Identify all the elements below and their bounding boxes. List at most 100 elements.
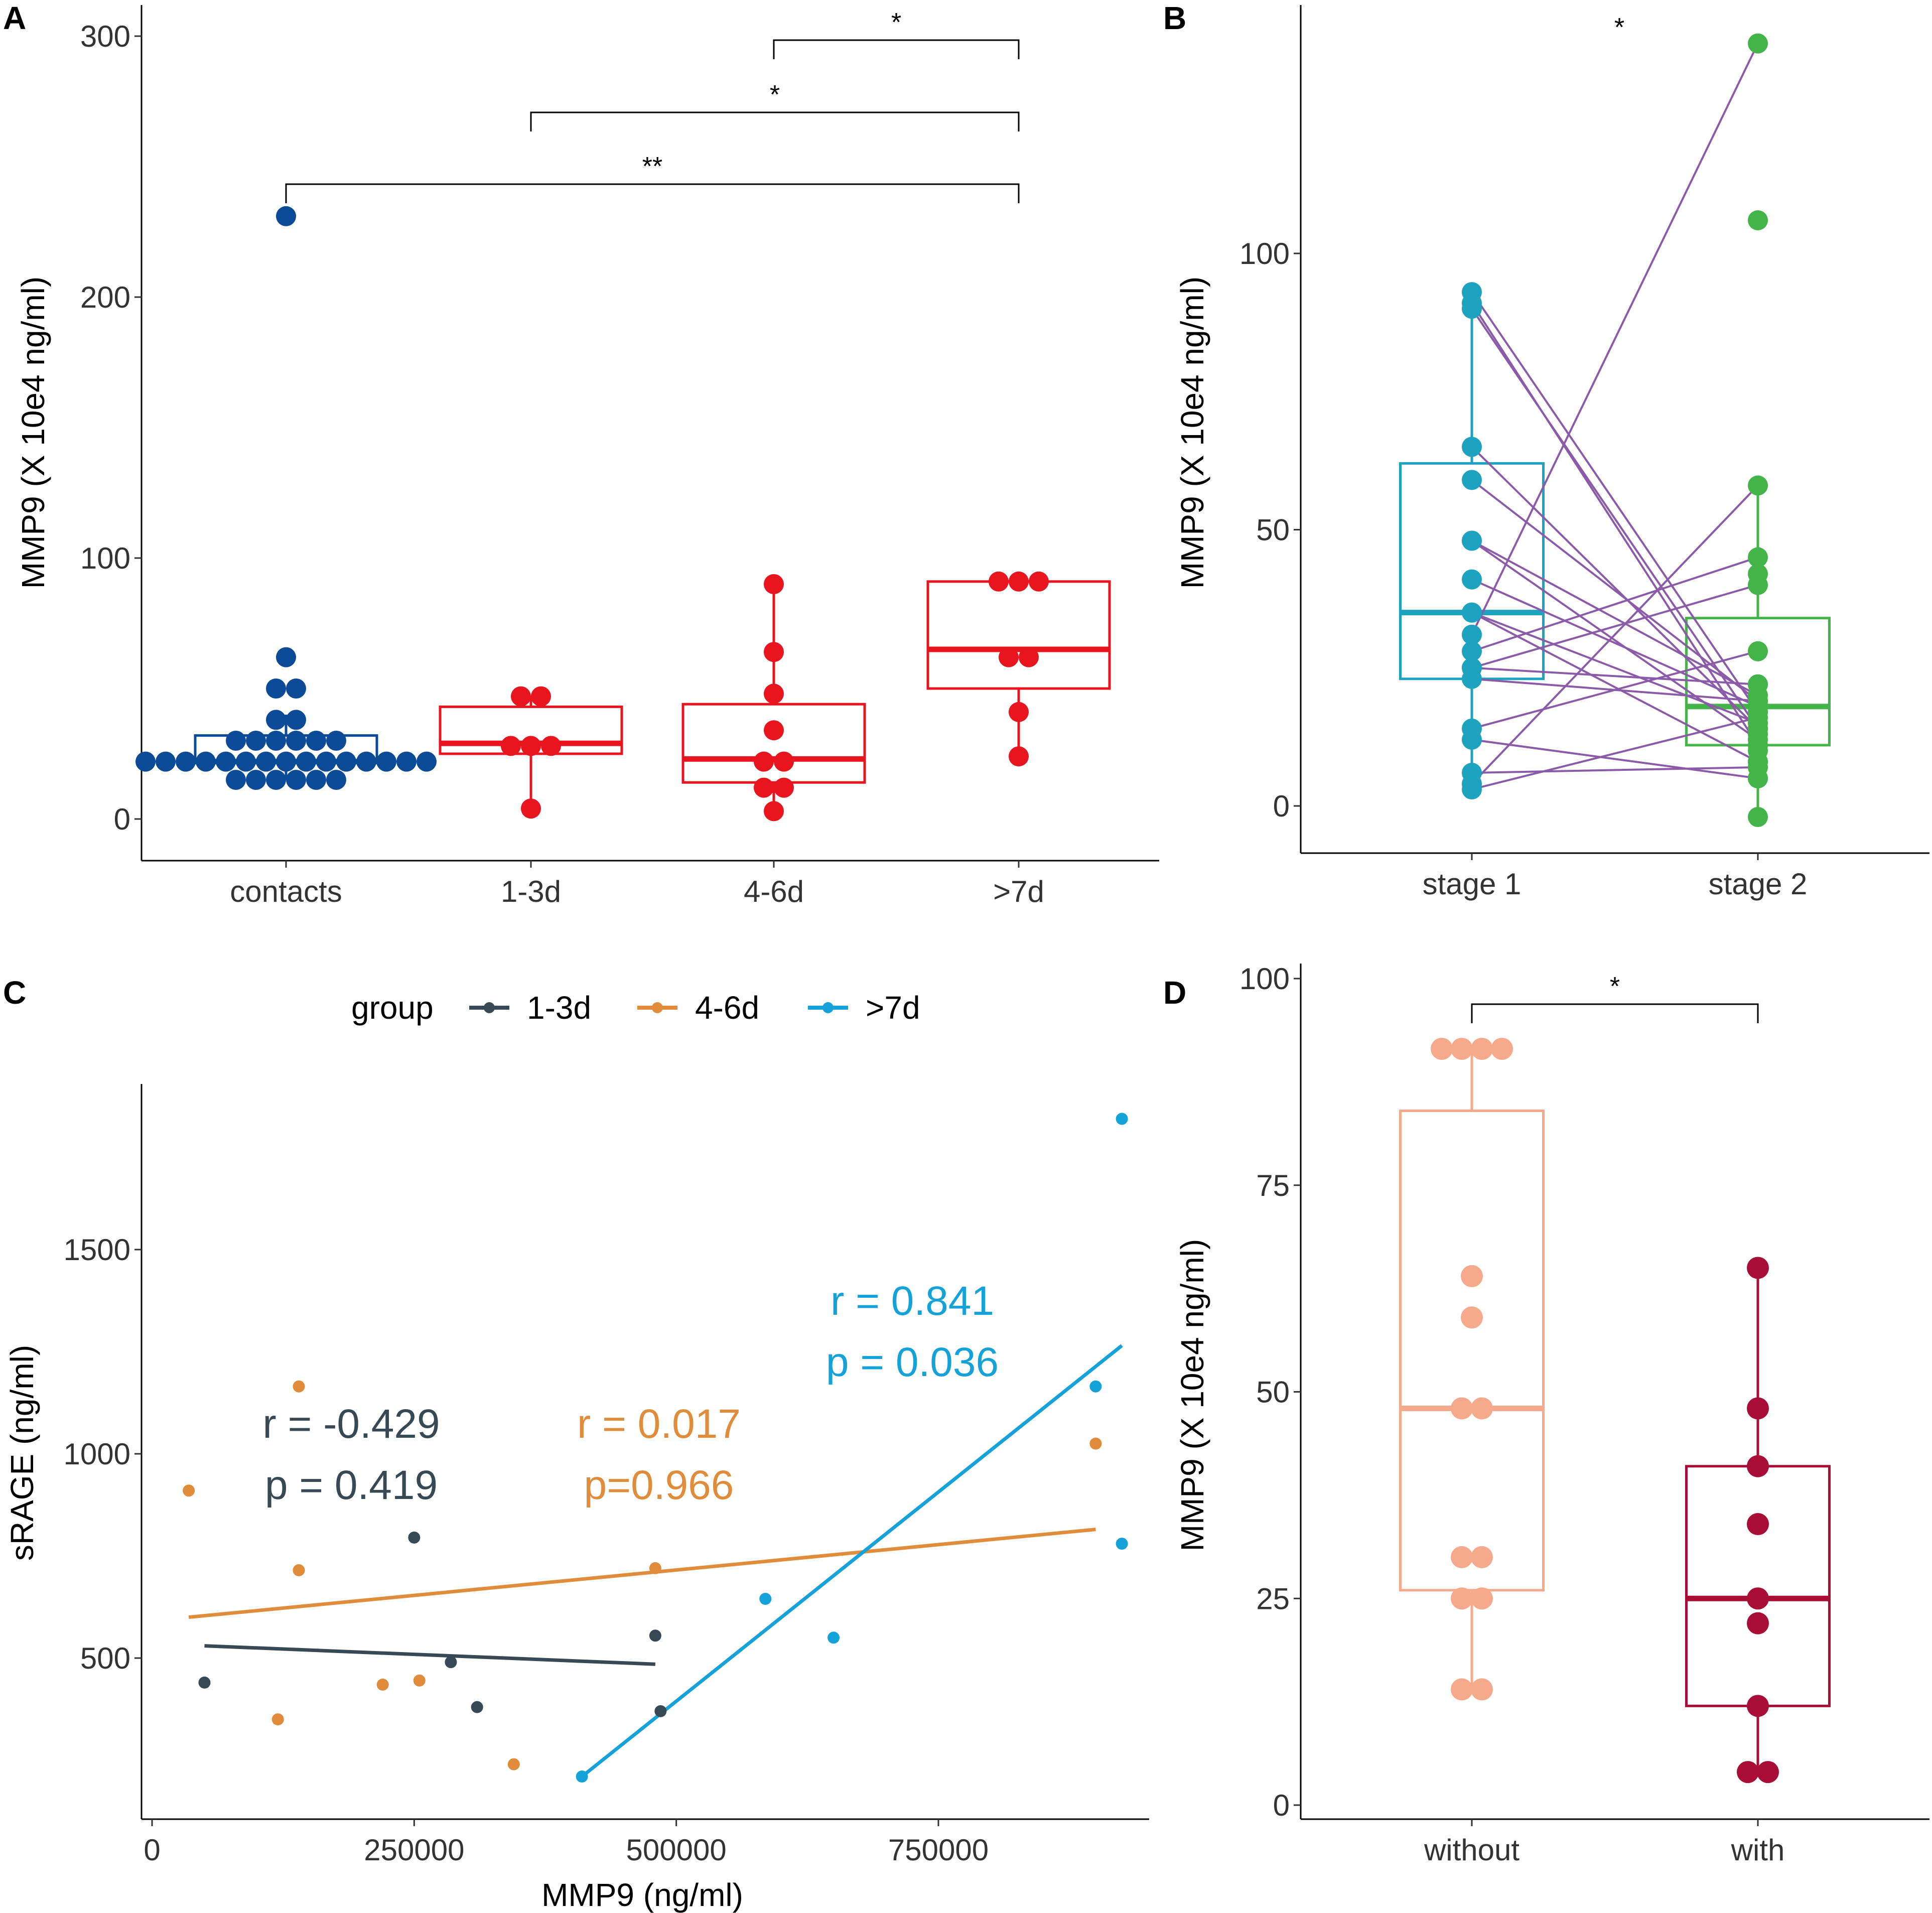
x-tick-label-7d: >7d [993,875,1044,908]
x-tick-label-stage-2: stage 2 [1709,867,1808,901]
data-point-7d [576,1770,588,1783]
paired-line [1471,611,1758,763]
significance-bracket [285,183,1020,203]
data-point-with [1747,1397,1769,1420]
p-value-1-3d: p = 0.419 [265,1462,438,1508]
data-point-stage-2 [1748,751,1768,772]
data-point-4-6d [293,1380,305,1393]
data-point-with [1757,1761,1779,1784]
data-point [1019,647,1039,667]
significance-bracket [530,111,1020,131]
data-point [226,731,246,751]
legend-label-7d: >7d [866,990,920,1026]
paired-line [1471,303,1759,746]
data-point [531,686,551,707]
data-point-7d [759,1592,772,1605]
data-point-stage-2 [1748,641,1768,661]
data-point-1-3d [654,1705,667,1717]
paired-line [1471,578,1758,708]
data-point [286,678,306,699]
y-tick-label: 1000 [64,1437,130,1471]
data-point [256,751,276,772]
data-point-stage-2 [1748,702,1768,722]
data-point-stage-1 [1462,437,1482,457]
legend-key-dot [652,1002,663,1013]
data-point [764,574,784,594]
data-point [764,684,784,704]
data-point-stage-2 [1748,674,1768,695]
data-point-with [1747,1513,1769,1536]
data-point [286,710,306,730]
data-point [754,777,774,798]
data-point-4-6d [183,1484,195,1497]
paired-line [1471,738,1758,779]
legend-label-4-6d: 4-6d [695,990,759,1026]
data-point [774,751,794,772]
x-tick-label: 500000 [626,1833,727,1867]
data-point-4-6d [293,1564,305,1576]
data-point [306,770,326,790]
y-tick-label: 100 [1239,962,1290,996]
data-point [246,770,266,790]
data-point-without [1471,1678,1493,1701]
paired-line [1471,539,1759,741]
y-tick-label: 500 [80,1642,130,1675]
panel-d: D 0 25 50 75 100 MMP9 (X 10e4 ng/ml) without wi… [1163,962,1929,1867]
data-point-7d [1089,1380,1102,1393]
data-point [236,751,256,772]
y-tick-label: 100 [80,541,130,575]
panel-a: A 0 100 200 300 MMP9 (X 10e4 ng/ml) contacts 1… [3,0,1159,908]
data-point [276,751,296,772]
y-tick-label: 50 [1256,1376,1290,1409]
data-point [511,686,531,707]
data-point [176,751,196,772]
data-point-without [1471,1587,1493,1610]
paired-line [1471,766,1758,774]
data-point-1-3d [408,1531,421,1544]
data-point-4-6d [649,1562,661,1574]
panel-letter-a: A [3,0,26,36]
y-axis-title: MMP9 (X 10e4 ng/ml) [15,277,51,589]
data-point-with [1737,1761,1759,1784]
data-point [754,751,774,772]
data-point-1-3d [471,1701,483,1713]
data-point-with [1747,1612,1769,1634]
y-tick-label: 200 [80,281,130,314]
r-value-1-3d: r = -0.429 [262,1401,440,1447]
significance-label: * [891,8,901,37]
data-point [156,751,176,772]
r-value-4-6d: r = 0.017 [577,1401,741,1447]
data-point-stage-1 [1462,530,1482,551]
paired-line [1471,291,1759,713]
data-point [541,736,561,756]
panel-letter-c: C [3,975,26,1011]
data-point [326,731,346,751]
data-point-stage-1 [1462,470,1482,490]
data-point-without [1451,1546,1473,1568]
data-point [286,770,306,790]
paired-line [1471,650,1758,730]
box [1685,1465,1831,1707]
paired-line [1471,43,1759,635]
data-point [135,751,156,772]
regression-line-1-3d [204,1644,656,1666]
y-tick-label: 75 [1256,1169,1290,1202]
y-tick-label: 0 [114,802,130,836]
data-point-without [1451,1678,1473,1701]
paired-line [1471,611,1758,724]
data-point [1009,571,1029,592]
panel-c: C 500 1000 1500 0 250000 500000 750000 MMP9 (ng… [3,975,1149,1913]
data-point-with [1747,1257,1769,1279]
paired-line [1471,556,1758,652]
x-tick-label-4-6d: 4-6d [744,875,804,908]
p-value-4-6d: p=0.966 [584,1462,734,1508]
data-point-without [1471,1546,1493,1568]
data-point-without [1461,1306,1483,1329]
data-point-stage-2 [1748,807,1768,828]
y-tick-label: 100 [1239,237,1290,270]
data-point [286,731,306,751]
paired-line [1471,666,1758,686]
data-point [989,571,1009,592]
significance-bracket [1471,1003,1759,1023]
